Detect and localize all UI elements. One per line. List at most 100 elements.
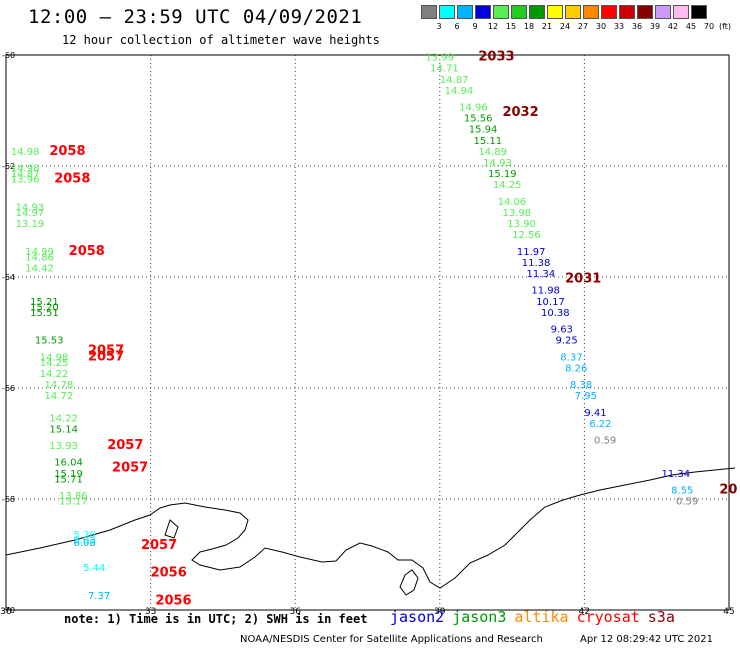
wave-height-value: 6.08: [73, 538, 95, 549]
legend-swatch: [565, 5, 581, 19]
legend-label: 39: [649, 22, 661, 31]
legend-swatch: [421, 5, 437, 19]
time-label: 2058: [54, 172, 90, 187]
time-label: 2058: [69, 244, 105, 259]
wave-height-value: 14.42: [25, 263, 54, 274]
satellite-name: jason2: [390, 608, 445, 626]
generated-timestamp: Apr 12 08:29:42 UTC 2021: [580, 634, 713, 645]
legend-label: 24: [559, 22, 571, 31]
wave-height-value: 13.17: [59, 497, 88, 508]
legend-swatch: [673, 5, 689, 19]
wave-height-value: 15.53: [35, 336, 64, 347]
legend-label: 30: [595, 22, 607, 31]
time-label: 2057: [141, 538, 177, 553]
longitude-label: 33: [145, 607, 156, 617]
legend-swatch: [601, 5, 617, 19]
legend-swatch: [529, 5, 545, 19]
wave-height-value: 0.59: [594, 436, 616, 447]
time-label: 2057: [88, 349, 124, 364]
wave-height-value: 11.98: [531, 286, 560, 297]
longitude-label: 30: [0, 607, 12, 617]
wave-height-value: 15.21: [30, 297, 59, 308]
satellite-name: s3a: [647, 608, 675, 626]
wave-height-value: 0.59: [676, 497, 698, 508]
legend-label: 33: [613, 22, 625, 31]
time-labels: 2033203220312020582058205820572057205720…: [49, 50, 737, 609]
wave-height-value: 11.97: [517, 247, 546, 258]
wave-height-value: 15.71: [54, 474, 83, 485]
wave-height-value: 14.22: [40, 369, 69, 380]
coastline-inlet: [399, 569, 419, 596]
wave-height-value: 13.86: [59, 491, 88, 502]
wave-height-value: 13.90: [507, 219, 536, 230]
legend-unit: (ft): [719, 22, 732, 31]
time-label: 2058: [49, 144, 85, 159]
wave-height-value: 16.04: [54, 458, 83, 469]
latitude-label: -64: [2, 273, 15, 282]
wave-height-value: 9.63: [551, 325, 573, 336]
latitude-labels: -60 -62 -64 -66 -68 -70: [2, 51, 15, 615]
wave-height-value: 14.22: [49, 413, 78, 424]
wave-height-value: 5.44: [83, 563, 105, 574]
wave-height-value: 15.19: [488, 169, 517, 180]
legend-swatch: [457, 5, 473, 19]
longitude-label: 42: [579, 607, 590, 617]
wave-height-value: 14.99: [25, 247, 54, 258]
satellite-legend: jason2 jason3 altika cryosat s3a: [390, 608, 683, 626]
wave-height-value: 14.93: [483, 158, 512, 169]
footer-note: note: 1) Time is in UTC; 2) SWH is in fe…: [64, 612, 368, 626]
wave-height-value: 14.86: [25, 252, 54, 263]
wave-height-value: 14.89: [478, 147, 507, 158]
latitude-label: -60: [2, 51, 15, 60]
wave-height-value: 13.93: [49, 441, 78, 452]
wave-height-value: 14.72: [45, 391, 74, 402]
wave-height-value: 15.94: [469, 125, 498, 136]
wave-height-value: 6.22: [589, 419, 611, 430]
map-frame: [5, 54, 730, 611]
wave-height-value: 11.34: [662, 469, 691, 480]
legend-label: 6: [454, 22, 460, 31]
longitude-label: 36: [289, 607, 301, 617]
longitude-label: 45: [723, 607, 734, 617]
wave-height-value: 11.38: [522, 258, 551, 269]
wave-height-value: 11.34: [527, 269, 556, 280]
legend-label: 36: [631, 22, 643, 31]
wave-height-value: 13.99: [425, 53, 454, 64]
wave-height-value: 13.19: [16, 219, 45, 230]
time-label: 20: [719, 482, 737, 497]
legend-label: 21: [541, 22, 553, 31]
wave-height-value: 8.55: [671, 485, 693, 496]
legend-swatch: [511, 5, 527, 19]
coastline-islet: [164, 519, 179, 539]
wave-height-value: 10.38: [541, 308, 570, 319]
wave-height-value: 8.26: [565, 363, 587, 374]
legend-swatch: [493, 5, 509, 19]
wave-height-values: 13.9914.7114.8714.9414.9615.5615.9415.11…: [11, 53, 698, 602]
wave-height-value: 14.94: [445, 86, 474, 97]
wave-height-value: 13.98: [502, 208, 531, 219]
time-label: 2031: [565, 272, 601, 287]
wave-height-value: 15.20: [30, 302, 59, 313]
wave-height-value: 7.95: [575, 391, 597, 402]
wave-height-value: 5.30: [73, 530, 95, 541]
wave-height-value: 14.25: [493, 180, 522, 191]
time-label: 2057: [88, 344, 124, 359]
latitude-label: -62: [2, 162, 15, 171]
wave-height-value: 8.37: [560, 352, 582, 363]
legend-label: 15: [505, 22, 517, 31]
legend-label: 18: [523, 22, 535, 31]
wave-height-value: 15.11: [474, 136, 503, 147]
wave-height-value: 10.17: [536, 297, 565, 308]
legend-label: 42: [667, 22, 679, 31]
legend-swatch: [475, 5, 491, 19]
wave-height-value: 14.71: [430, 64, 459, 75]
legend-label: 9: [472, 22, 478, 31]
legend-label: 45: [685, 22, 697, 31]
wave-height-value: 14.97: [16, 208, 45, 219]
time-label: 2033: [478, 50, 514, 65]
wave-height-value: 14.96: [459, 103, 488, 114]
legend-swatch: [583, 5, 599, 19]
latitude-label: -68: [2, 495, 15, 504]
wave-height-value: 15.56: [464, 114, 493, 125]
satellite-name: cryosat: [576, 608, 640, 626]
